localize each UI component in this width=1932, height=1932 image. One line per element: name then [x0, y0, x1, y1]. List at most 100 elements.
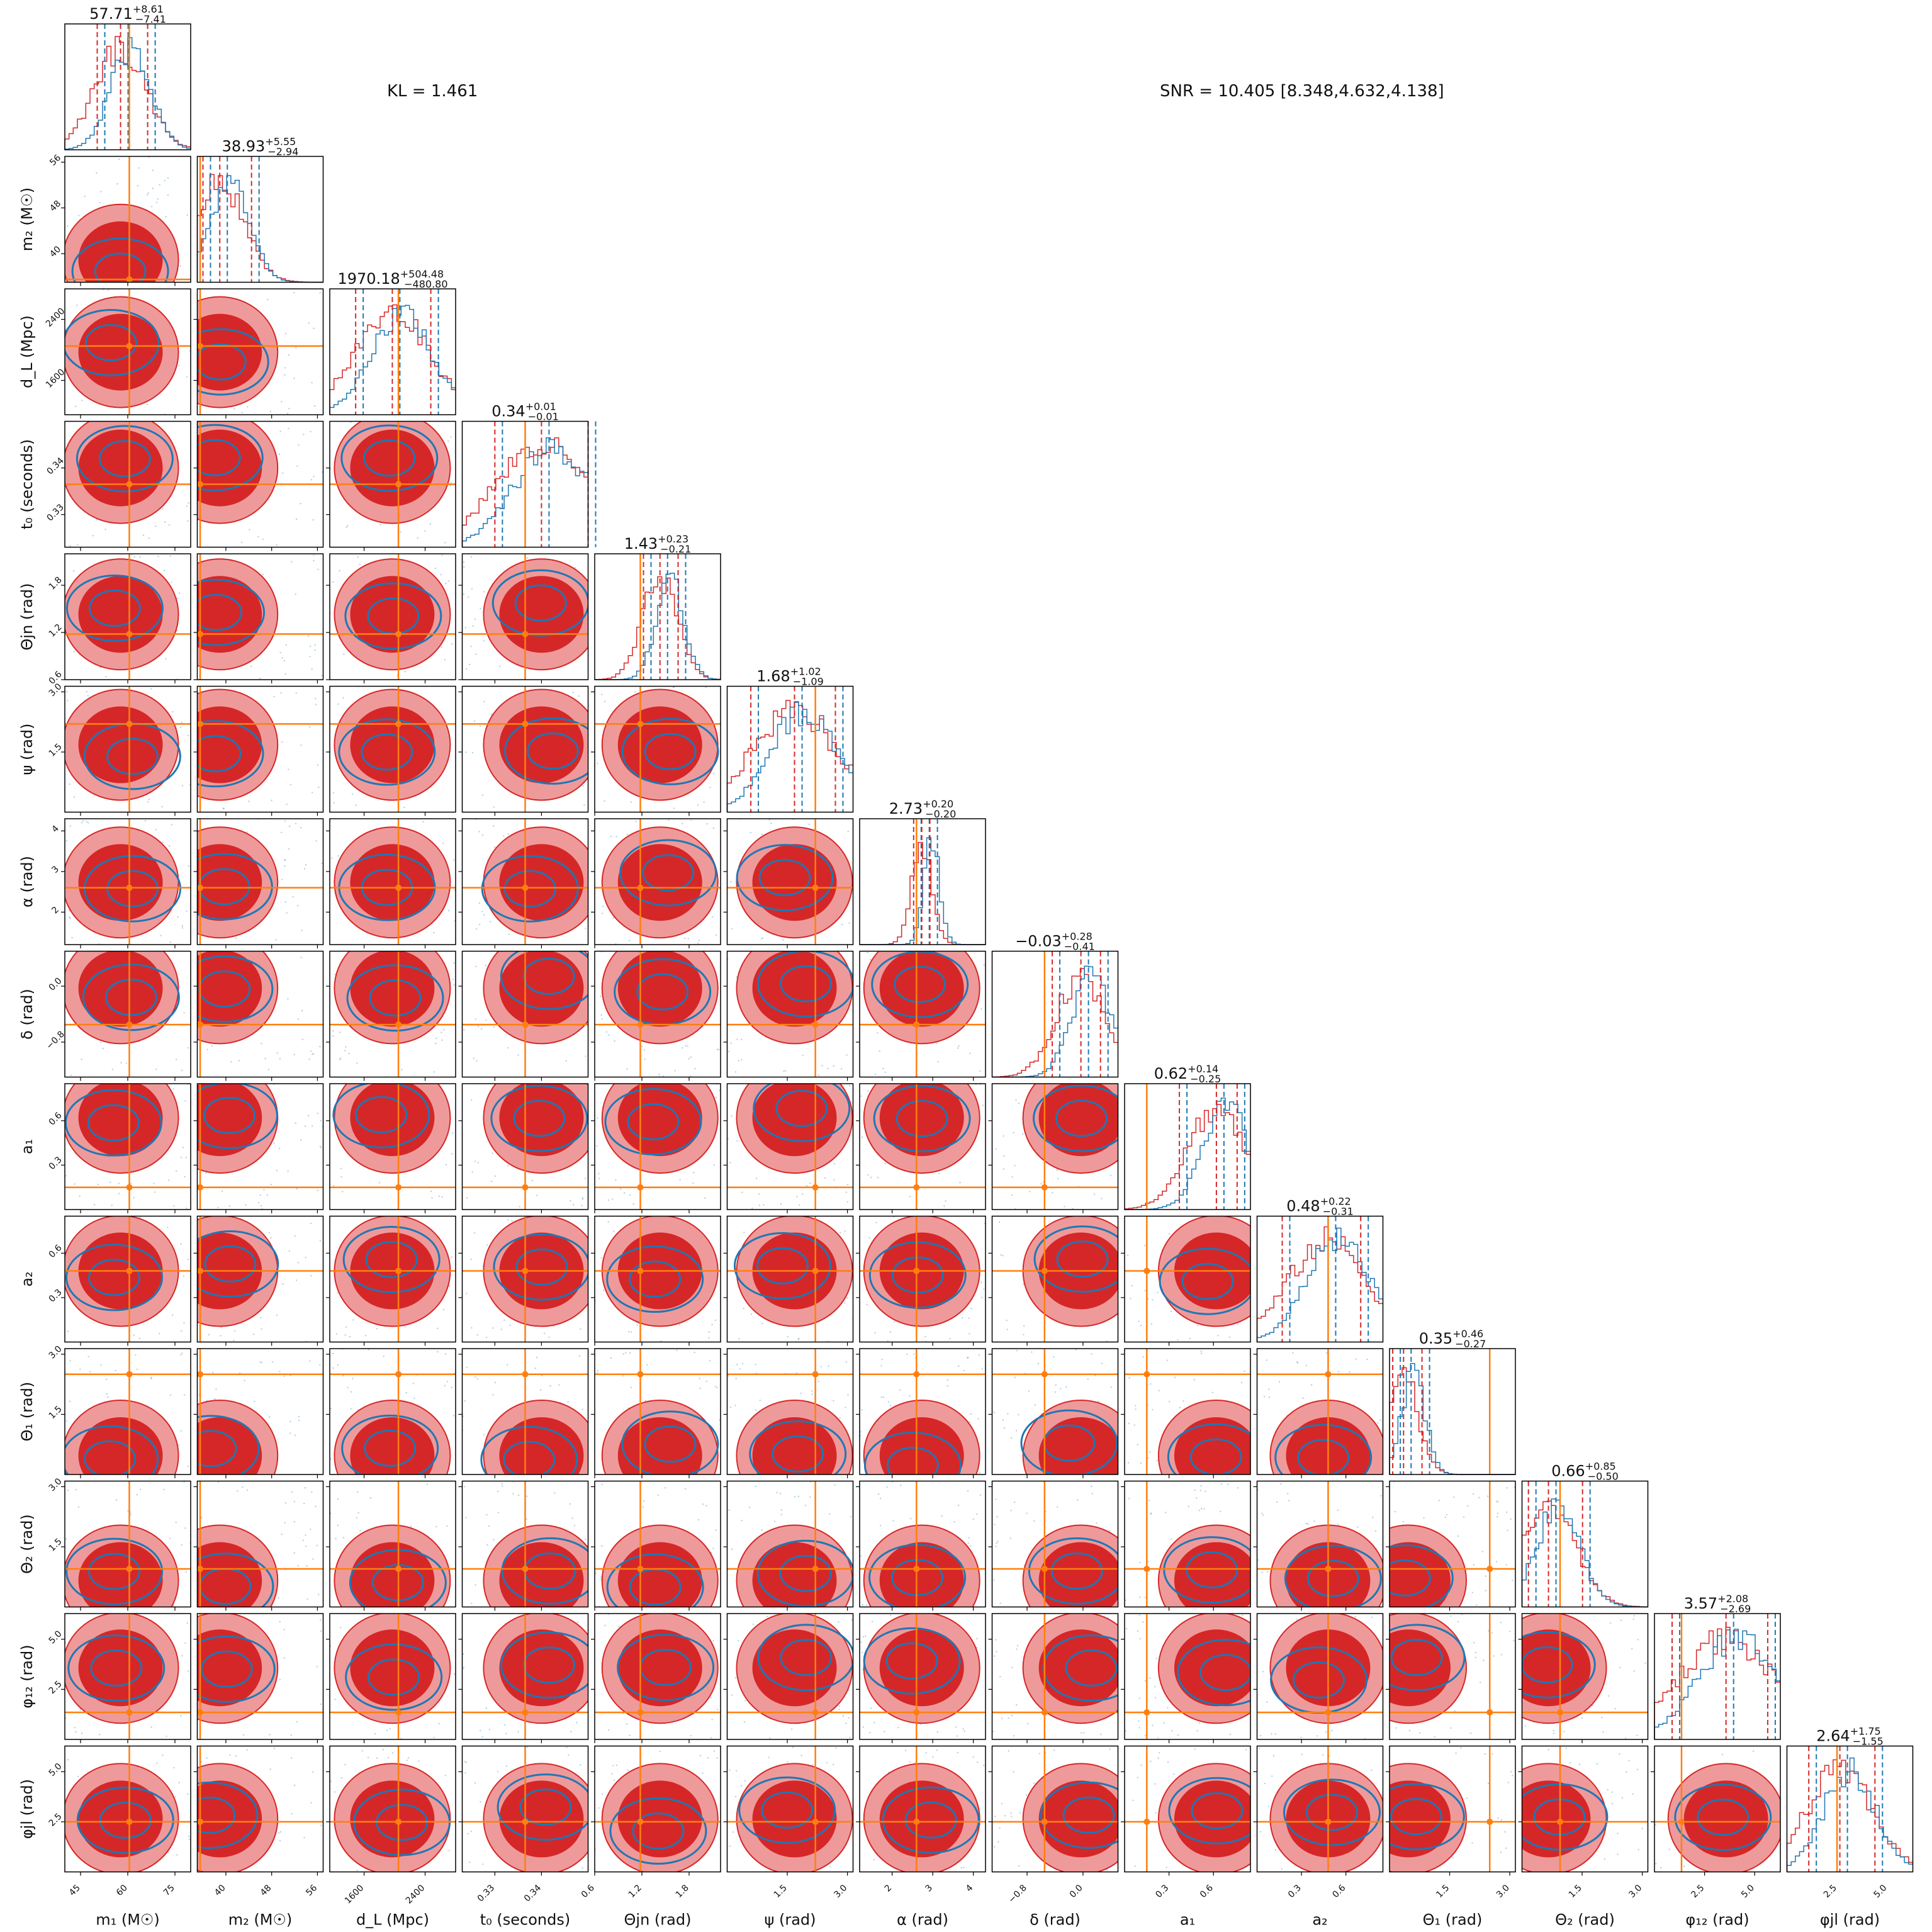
hist-title-m1: 57.71+8.61 −7.41	[89, 3, 166, 25]
sample-point	[97, 1183, 99, 1186]
sample-point	[344, 1050, 346, 1052]
sample-point	[483, 1434, 485, 1435]
contour-50-red	[499, 951, 584, 1027]
contour-90-blue	[606, 1553, 704, 1607]
sample-point	[311, 668, 313, 670]
sample-point	[340, 1627, 342, 1629]
panel-psi-vs-dL	[326, 685, 456, 816]
sample-point	[142, 534, 145, 536]
sample-point	[1509, 1631, 1511, 1632]
sample-point	[217, 1481, 220, 1483]
panel-phijl-vs-th1	[1386, 1745, 1516, 1876]
sample-point	[503, 1319, 505, 1322]
sample-point	[217, 1206, 219, 1208]
sample-point	[845, 1361, 848, 1363]
sample-point	[1150, 1323, 1153, 1325]
contour-90-blue	[1674, 1783, 1772, 1851]
sample-point	[304, 1487, 306, 1489]
sample-point	[183, 1012, 185, 1014]
panel-frame	[859, 818, 986, 945]
sample-point	[302, 1539, 305, 1541]
sample-point	[404, 1326, 406, 1328]
contour-90-blue	[606, 1245, 704, 1313]
sample-point	[285, 644, 288, 646]
kl-text: KL = 1.461	[387, 82, 478, 101]
sample-point	[1355, 1358, 1357, 1360]
sample-point	[571, 1517, 573, 1519]
sample-point	[1015, 1099, 1017, 1101]
sample-point	[1487, 1782, 1490, 1785]
panel-frame	[1389, 1745, 1516, 1873]
sample-point	[1200, 1352, 1203, 1354]
contour-50-blue	[503, 1441, 556, 1474]
sample-point	[465, 751, 467, 753]
sample-point	[301, 1038, 304, 1040]
sample-point	[463, 1029, 465, 1031]
sample-point	[352, 1378, 354, 1379]
sample-point	[178, 592, 181, 594]
sample-point	[1174, 1376, 1176, 1378]
sample-point	[728, 1050, 730, 1053]
truth-point	[1486, 1565, 1493, 1572]
sample-point	[731, 1548, 733, 1551]
sample-point	[708, 1337, 710, 1339]
sample-point	[252, 1334, 255, 1335]
truth-point	[812, 1371, 819, 1378]
sample-point	[1147, 1561, 1149, 1563]
panel-delta-vs-thjn	[591, 950, 721, 1081]
sample-point	[909, 1196, 911, 1198]
sample-point	[184, 1642, 186, 1644]
sample-point	[312, 792, 313, 794]
sample-point	[980, 1008, 982, 1010]
sample-point	[735, 1378, 737, 1379]
sample-point	[585, 1538, 587, 1541]
sample-point	[730, 1042, 733, 1044]
sample-point	[735, 1770, 738, 1772]
truth-point	[913, 1818, 920, 1825]
sample-point	[1196, 1497, 1198, 1499]
sample-point	[1337, 1524, 1339, 1525]
sample-point	[300, 827, 302, 829]
sample-point	[99, 1042, 102, 1043]
sample-point	[697, 1519, 700, 1521]
sample-point	[1217, 1335, 1219, 1337]
sample-point	[451, 1256, 453, 1258]
sample-point	[1155, 1812, 1157, 1814]
sample-point	[300, 744, 302, 746]
sample-point	[1150, 1383, 1152, 1385]
contour-90-blue	[501, 1537, 588, 1605]
sample-point	[486, 1514, 488, 1516]
sample-point	[736, 976, 738, 978]
sample-point	[1201, 1508, 1203, 1510]
sample-point	[787, 1335, 789, 1338]
truth-point	[1486, 1709, 1493, 1716]
sample-point	[100, 191, 102, 193]
sample-point	[82, 820, 84, 822]
truth-point	[197, 481, 204, 488]
sample-point	[943, 1205, 945, 1207]
sample-point	[235, 1755, 237, 1757]
contour-90-blue	[497, 1773, 588, 1841]
sample-point	[1228, 1336, 1230, 1339]
sample-point	[1003, 1168, 1005, 1170]
sample-point	[1471, 1592, 1474, 1593]
contour-50-blue	[1306, 1559, 1359, 1597]
sample-point	[501, 1483, 503, 1485]
sample-point	[936, 1749, 938, 1751]
panel-frame	[1256, 1745, 1384, 1873]
panel-frame	[196, 1613, 324, 1740]
sample-point	[296, 1188, 298, 1190]
sample-point	[1402, 1520, 1405, 1523]
contour-50-blue	[761, 1791, 814, 1829]
contour-90-blue	[197, 853, 273, 921]
truth-point	[395, 1021, 402, 1028]
panel-th1-vs-psi	[723, 1348, 854, 1478]
sample-point	[1301, 1753, 1303, 1755]
contour-90-blue	[757, 951, 853, 1018]
sample-point	[1486, 1495, 1489, 1497]
sample-point	[118, 1193, 120, 1194]
sample-point	[246, 1749, 248, 1751]
sample-point	[1171, 1729, 1173, 1732]
sample-point	[448, 1850, 450, 1851]
